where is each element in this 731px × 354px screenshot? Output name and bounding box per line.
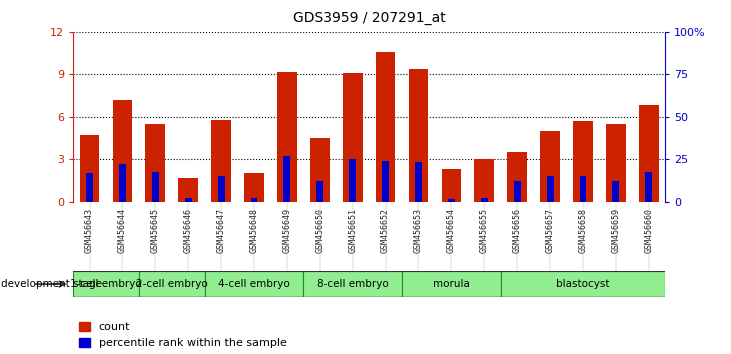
Text: 2-cell embryo: 2-cell embryo bbox=[136, 279, 208, 289]
Text: morula: morula bbox=[433, 279, 470, 289]
Bar bbox=[251, 198, 257, 202]
Bar bbox=[606, 124, 626, 202]
Bar bbox=[139, 271, 205, 297]
Bar bbox=[402, 271, 501, 297]
Bar bbox=[382, 161, 389, 202]
Bar bbox=[73, 271, 139, 297]
Bar bbox=[80, 135, 99, 202]
Bar bbox=[178, 178, 198, 202]
Bar bbox=[211, 120, 231, 202]
Legend: count, percentile rank within the sample: count, percentile rank within the sample bbox=[79, 322, 287, 348]
Text: 4-cell embryo: 4-cell embryo bbox=[218, 279, 290, 289]
Bar bbox=[645, 172, 652, 202]
Bar bbox=[409, 69, 428, 202]
Bar bbox=[415, 162, 422, 202]
Bar bbox=[442, 169, 461, 202]
Bar bbox=[86, 173, 93, 202]
Bar bbox=[639, 105, 659, 202]
Bar bbox=[284, 156, 290, 202]
Bar bbox=[310, 138, 330, 202]
Bar bbox=[474, 159, 494, 202]
Bar bbox=[317, 181, 323, 202]
Text: 8-cell embryo: 8-cell embryo bbox=[317, 279, 389, 289]
Text: development stage: development stage bbox=[1, 279, 102, 289]
Bar bbox=[205, 271, 303, 297]
Bar bbox=[540, 131, 560, 202]
Bar bbox=[145, 124, 165, 202]
Bar bbox=[119, 164, 126, 202]
Text: GDS3959 / 207291_at: GDS3959 / 207291_at bbox=[293, 11, 445, 25]
Bar bbox=[218, 176, 224, 202]
Text: blastocyst: blastocyst bbox=[556, 279, 610, 289]
Bar bbox=[152, 172, 159, 202]
Bar bbox=[303, 271, 402, 297]
Bar bbox=[580, 176, 586, 202]
Bar bbox=[448, 199, 455, 202]
Bar bbox=[501, 271, 665, 297]
Bar bbox=[244, 173, 264, 202]
Bar bbox=[613, 181, 619, 202]
Bar bbox=[573, 121, 593, 202]
Bar bbox=[514, 181, 520, 202]
Bar bbox=[277, 72, 297, 202]
Bar bbox=[376, 52, 395, 202]
Bar bbox=[343, 73, 363, 202]
Bar bbox=[185, 198, 192, 202]
Text: 1-cell embryo: 1-cell embryo bbox=[70, 279, 142, 289]
Bar bbox=[481, 198, 488, 202]
Bar bbox=[507, 152, 527, 202]
Bar bbox=[113, 100, 132, 202]
Bar bbox=[547, 176, 553, 202]
Bar bbox=[349, 159, 356, 202]
